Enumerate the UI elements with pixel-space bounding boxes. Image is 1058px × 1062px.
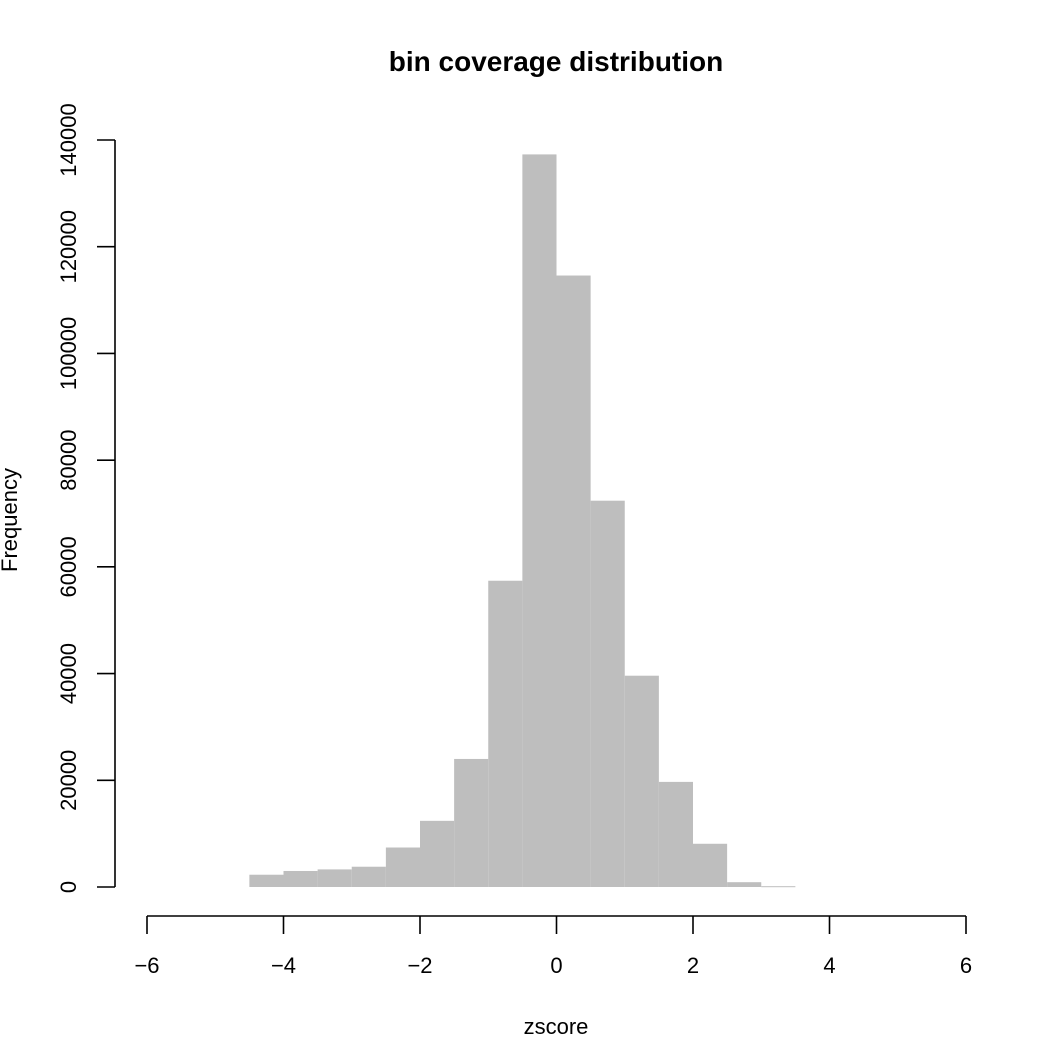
x-tick-label: −2 — [407, 953, 432, 978]
x-tick-label: −4 — [271, 953, 296, 978]
y-tick-label: 60000 — [56, 536, 81, 597]
histogram-bar-10 — [590, 500, 625, 887]
x-tick-label: 4 — [823, 953, 835, 978]
chart-title: bin coverage distribution — [389, 46, 723, 77]
x-axis-title: zscore — [524, 1014, 589, 1039]
x-tick-label: 0 — [550, 953, 562, 978]
histogram-bar-11 — [624, 675, 659, 887]
histogram-bar-8 — [522, 154, 557, 887]
histogram-bar-7 — [488, 580, 523, 887]
y-tick-label: 80000 — [56, 430, 81, 491]
y-tick-label: 20000 — [56, 750, 81, 811]
x-tick-label: −6 — [134, 953, 159, 978]
x-axis: −6 −4 −2 0 2 4 6 — [134, 915, 972, 978]
y-tick-label: 140000 — [56, 103, 81, 176]
histogram-bar-0 — [249, 874, 284, 887]
histogram-bar-1 — [283, 870, 318, 887]
y-axis: 0 20000 40000 60000 80000 100000 120000 140000 — [56, 103, 116, 893]
histogram-bar-2 — [317, 869, 352, 887]
x-tick-label: 6 — [960, 953, 972, 978]
x-tick-label: 2 — [687, 953, 699, 978]
histogram-bar-5 — [420, 820, 455, 887]
histogram-bar-6 — [454, 758, 489, 887]
y-tick-label: 120000 — [56, 210, 81, 283]
histogram-bar-4 — [385, 847, 420, 887]
histogram-bar-13 — [693, 843, 728, 887]
histogram-bar-12 — [658, 781, 693, 887]
histogram-bar-9 — [556, 275, 591, 888]
histogram-bar-15 — [761, 886, 796, 888]
y-tick-label: 0 — [56, 881, 81, 893]
histogram-bars — [249, 154, 796, 888]
y-tick-label: 100000 — [56, 317, 81, 390]
y-tick-label: 40000 — [56, 643, 81, 704]
histogram-bar-3 — [351, 866, 386, 887]
histogram-bar-14 — [727, 882, 762, 887]
y-axis-title: Frequency — [0, 468, 22, 572]
